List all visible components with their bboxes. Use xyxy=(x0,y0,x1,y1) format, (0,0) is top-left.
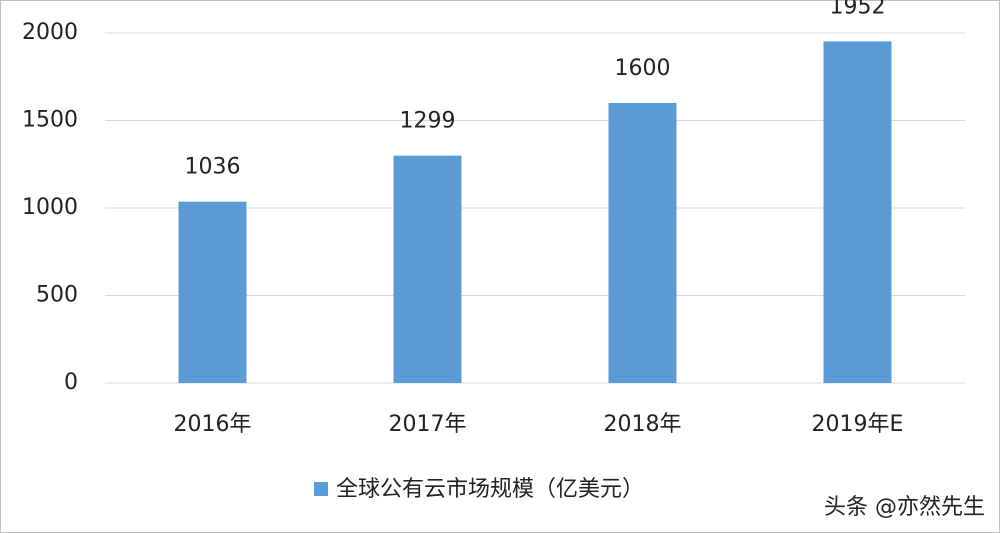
data-label: 1299 xyxy=(400,109,456,134)
y-tick-label: 1500 xyxy=(22,108,78,133)
x-tick-label: 2016年 xyxy=(174,412,252,437)
data-label: 1036 xyxy=(185,155,241,180)
bar xyxy=(393,155,462,383)
bar xyxy=(823,41,892,384)
y-tick-label: 500 xyxy=(36,283,78,308)
bar xyxy=(178,201,247,383)
x-tick-label: 2017年 xyxy=(389,412,467,437)
legend-swatch xyxy=(314,482,328,496)
watermark: 头条 @亦然先生 xyxy=(824,495,985,520)
legend-label: 全球公有云市场规模（亿美元） xyxy=(336,477,644,502)
x-tick-label: 2019年E xyxy=(812,412,904,437)
y-tick-label: 1000 xyxy=(22,195,78,220)
x-tick-label: 2018年 xyxy=(604,412,682,437)
y-tick-label: 0 xyxy=(64,370,78,395)
y-tick-label: 2000 xyxy=(22,20,78,45)
bar xyxy=(608,103,677,383)
data-label: 1952 xyxy=(830,0,886,19)
data-label: 1600 xyxy=(615,56,671,81)
